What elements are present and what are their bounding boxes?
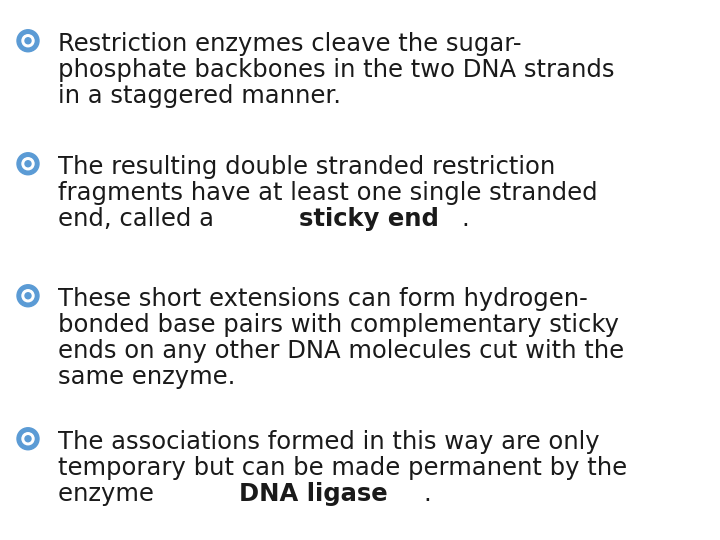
Text: Restriction enzymes cleave the sugar-: Restriction enzymes cleave the sugar- <box>58 32 521 56</box>
Text: sticky end: sticky end <box>299 207 438 231</box>
Text: .: . <box>462 207 469 231</box>
Circle shape <box>22 290 34 302</box>
Text: phosphate backbones in the two DNA strands: phosphate backbones in the two DNA stran… <box>58 58 614 82</box>
Text: The associations formed in this way are only: The associations formed in this way are … <box>58 430 600 454</box>
Text: temporary but can be made permanent by the: temporary but can be made permanent by t… <box>58 456 627 480</box>
Text: fragments have at least one single stranded: fragments have at least one single stran… <box>58 181 598 205</box>
Text: enzyme: enzyme <box>58 482 161 506</box>
Circle shape <box>22 35 34 47</box>
Circle shape <box>25 38 31 44</box>
Text: These short extensions can form hydrogen-: These short extensions can form hydrogen… <box>58 287 588 311</box>
Circle shape <box>17 428 39 450</box>
Circle shape <box>17 30 39 52</box>
Circle shape <box>17 153 39 175</box>
Circle shape <box>22 433 34 445</box>
Text: The resulting double stranded restriction: The resulting double stranded restrictio… <box>58 155 555 179</box>
Text: ends on any other DNA molecules cut with the: ends on any other DNA molecules cut with… <box>58 339 624 363</box>
Circle shape <box>25 436 31 442</box>
Circle shape <box>17 285 39 307</box>
Circle shape <box>25 293 31 299</box>
Circle shape <box>25 161 31 167</box>
Text: DNA ligase: DNA ligase <box>238 482 387 506</box>
Text: end, called a: end, called a <box>58 207 222 231</box>
Circle shape <box>22 158 34 170</box>
Text: same enzyme.: same enzyme. <box>58 365 235 389</box>
Text: bonded base pairs with complementary sticky: bonded base pairs with complementary sti… <box>58 313 619 337</box>
Text: .: . <box>423 482 431 506</box>
Text: in a staggered manner.: in a staggered manner. <box>58 84 341 108</box>
